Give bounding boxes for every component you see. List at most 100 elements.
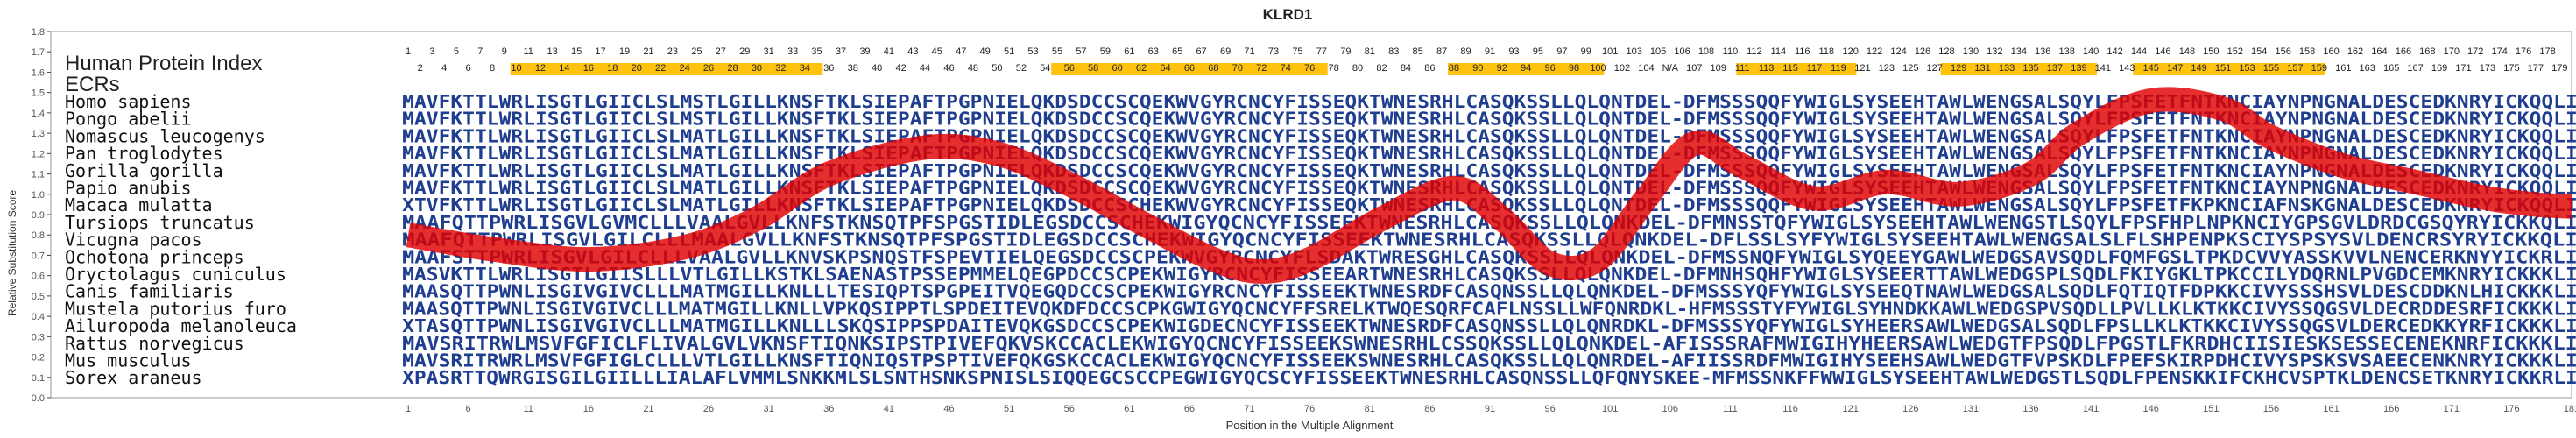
species-label: Sorex araneus [65, 367, 202, 388]
human-index-number: 86 [1424, 63, 1435, 74]
human-index-number: 111 [1735, 63, 1750, 74]
human-index-number: 44 [920, 63, 930, 74]
data-point [1260, 271, 1263, 273]
human-index-number: 94 [1521, 63, 1531, 74]
x-tick-label: 16 [583, 404, 594, 414]
data-point [1645, 197, 1648, 200]
x-tick-label: 76 [1304, 404, 1315, 414]
human-index-number: 132 [1987, 46, 2002, 57]
human-index-number: 74 [1281, 63, 1291, 74]
human-index-number: 179 [2551, 63, 2567, 74]
data-point [828, 173, 830, 175]
human-index-number: 98 [1569, 63, 1579, 74]
human-index-number: 41 [884, 46, 894, 57]
human-index-number: 16 [583, 63, 594, 74]
y-tick-label: 0.6 [32, 272, 45, 282]
x-tick-label: 166 [2383, 404, 2399, 414]
x-tick-label: 1 [406, 404, 411, 414]
human-index-number: 146 [2155, 46, 2170, 57]
ecr-layer [510, 63, 2325, 75]
data-point [2486, 197, 2488, 200]
x-tick-label: 111 [1723, 404, 1738, 414]
human-index-number: 151 [2215, 63, 2231, 74]
species-label: Papio anubis [65, 178, 192, 199]
human-index-number: 95 [1533, 46, 1543, 57]
human-index-number: 53 [1027, 46, 1038, 57]
x-tick-label: 181 [2564, 404, 2576, 414]
human-index-number: 129 [1951, 63, 1966, 74]
human-index-number: 176 [2516, 46, 2531, 57]
human-index-number: N/A [1662, 63, 1679, 74]
data-point [2414, 180, 2417, 183]
human-index-number: 25 [691, 46, 702, 57]
data-point [1549, 262, 1551, 265]
human-index-number: 42 [895, 63, 906, 74]
data-point [996, 152, 999, 155]
human-index-number: 58 [1088, 63, 1098, 74]
human-index-number: 40 [872, 63, 882, 74]
human-index-number: 116 [1795, 46, 1810, 57]
ecr-region [1448, 63, 1605, 75]
human-index-number: 100 [1590, 63, 1606, 74]
data-point [2149, 99, 2152, 102]
human-index-number: 148 [2179, 46, 2195, 57]
y-tick-label: 0.8 [32, 230, 45, 241]
sequence-row: MAASQTTPWNLISGIVGIVCLLLMATMGILLKNLLLTESI… [402, 281, 2576, 302]
y-tick-label: 1.3 [32, 129, 45, 139]
data-point [755, 217, 758, 220]
data-point [1068, 183, 1070, 186]
species-label: Nomascus leucogenys [65, 125, 265, 146]
human-index-number: 90 [1472, 63, 1483, 74]
x-tick-label: 141 [2083, 404, 2099, 414]
sequence-row: MAVFKTTLWRLISGTLGIICLSLMATLGILLKNSFTKLSI… [402, 143, 2576, 164]
human-index-number: 160 [2323, 46, 2339, 57]
human-index-number: 27 [716, 46, 726, 57]
human-index-number: 113 [1759, 63, 1775, 74]
human-index-number: 29 [739, 46, 750, 57]
y-tick-label: 0.2 [32, 353, 45, 364]
data-point [2078, 132, 2080, 135]
human-index-number: 2 [418, 63, 423, 74]
human-index-number: 38 [848, 63, 858, 74]
human-index-number: 83 [1388, 46, 1399, 57]
human-index-number: 122 [1867, 46, 1882, 57]
human-index-number: 175 [2503, 63, 2519, 74]
human-index-number: 57 [1076, 46, 1086, 57]
data-point [2342, 165, 2345, 167]
species-label: Ochotona princeps [65, 246, 244, 267]
x-tick-label: 131 [1963, 404, 1979, 414]
human-index-number: 174 [2491, 46, 2507, 57]
y-tick-label: 1.4 [32, 109, 45, 119]
data-point [1500, 217, 1503, 220]
y-tick-label: 1.2 [32, 149, 45, 159]
species-label: Oryctolagus cuniculus [65, 264, 286, 285]
y-tick-label: 0.1 [32, 373, 45, 384]
human-index-number: 136 [2035, 46, 2050, 57]
species-label: Pan troglodytes [65, 143, 223, 164]
human-index-number: 143 [2119, 63, 2135, 74]
human-index-number: 60 [1112, 63, 1122, 74]
x-tick-label: 36 [823, 404, 834, 414]
human-index-number: 91 [1485, 46, 1495, 57]
sequence-rows: MAVFKTTLWRLISGTLGIICLSLMSTLGILLKNSFTKLSI… [402, 91, 2576, 388]
y-tick-label: 0.9 [32, 210, 45, 221]
human-index-number: 64 [1160, 63, 1170, 74]
species-label: Gorilla gorilla [65, 160, 223, 181]
human-index-number: 119 [1831, 63, 1846, 74]
sequence-row: MAASQTTPWNLISGIVGIVCLLLMATMGILLKNLLVPKQS… [402, 298, 2576, 319]
x-tick-label: 106 [1662, 404, 1678, 414]
x-tick-label: 151 [2203, 404, 2219, 414]
species-label: Rattus norvegicus [65, 333, 244, 354]
human-index-number: 73 [1268, 46, 1279, 57]
sequence-row: MAVFKTTLWRLISGTLGIICLSLMATLGILLKNSFTKLSI… [402, 125, 2576, 146]
x-tick-label: 171 [2444, 404, 2460, 414]
x-tick-label: 81 [1365, 404, 1375, 414]
x-tick-label: 156 [2263, 404, 2279, 414]
y-tick-label: 0.4 [32, 312, 45, 322]
human-index-number: 154 [2251, 46, 2267, 57]
y-tick-label: 1.1 [32, 170, 45, 180]
species-label: Pongo abelii [65, 109, 192, 130]
x-tick-label: 126 [1902, 404, 1918, 414]
